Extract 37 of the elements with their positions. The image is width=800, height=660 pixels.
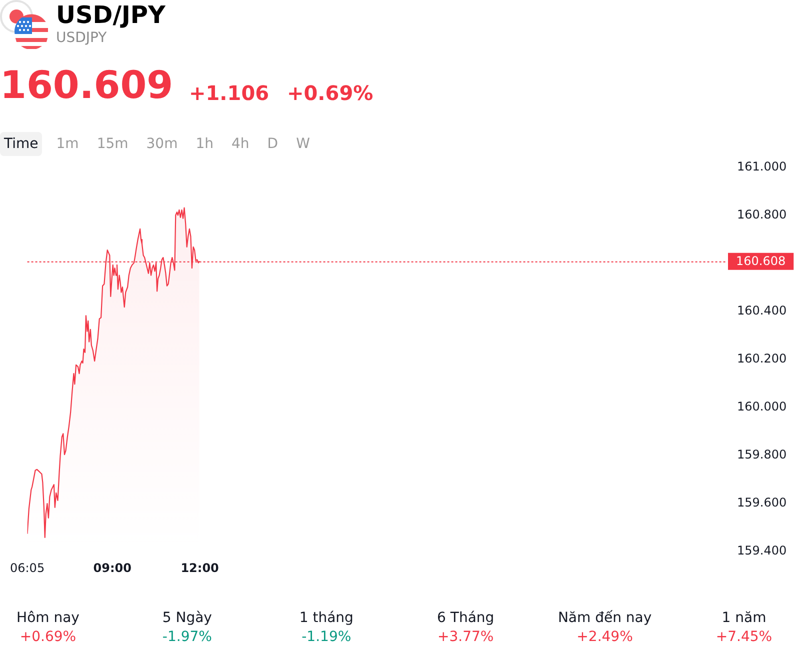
data-label: +0.69% <box>18 629 78 645</box>
y-tick-label: 160.000 <box>737 400 787 414</box>
text: W <box>295 135 311 154</box>
x-tick-label: 06:05 <box>10 560 45 575</box>
category-label: 6 Tháng <box>437 610 494 626</box>
category-label: Năm đến nay <box>558 610 652 626</box>
text: 30m <box>145 135 179 154</box>
data-label: +7.45% <box>716 629 772 645</box>
data-label: +3.77% <box>437 629 494 645</box>
y-tick-label: 160.200 <box>737 352 787 366</box>
data-label: -1.97% <box>162 629 212 645</box>
text: D <box>266 135 280 154</box>
category-label: 1 tháng <box>299 610 354 626</box>
category-label: 1 năm <box>720 610 768 626</box>
text: 1h <box>194 135 214 154</box>
selected-tab: Time <box>0 132 42 156</box>
text: +0.69% <box>287 81 374 105</box>
chart-title: USD/JPY <box>56 1 166 29</box>
y-tick-label: 161.000 <box>737 159 787 174</box>
text: 15m <box>96 135 130 154</box>
text: 160.609 <box>0 63 174 107</box>
y-tick-label: 160.400 <box>737 303 787 318</box>
y-tick-label: 159.400 <box>737 544 787 558</box>
category-label: Hôm nay <box>16 610 80 626</box>
x-tick-label: 12:00 <box>180 560 219 575</box>
y-tick-label: 160.800 <box>737 207 787 222</box>
category-label: 5 Ngày <box>162 610 212 626</box>
text: +1.106 <box>189 81 270 105</box>
text: 1m <box>55 135 80 154</box>
x-tick-label: 09:00 <box>93 560 132 575</box>
text: 4h <box>230 135 250 154</box>
y-tick-label: 159.800 <box>737 448 787 462</box>
chart-subtitle: USDJPY <box>56 30 107 46</box>
data-label: +2.49% <box>576 629 634 645</box>
data-label: -1.19% <box>300 629 352 645</box>
ref-line-label: 160.608 <box>736 254 786 268</box>
y-tick-label: 159.600 <box>737 496 787 510</box>
